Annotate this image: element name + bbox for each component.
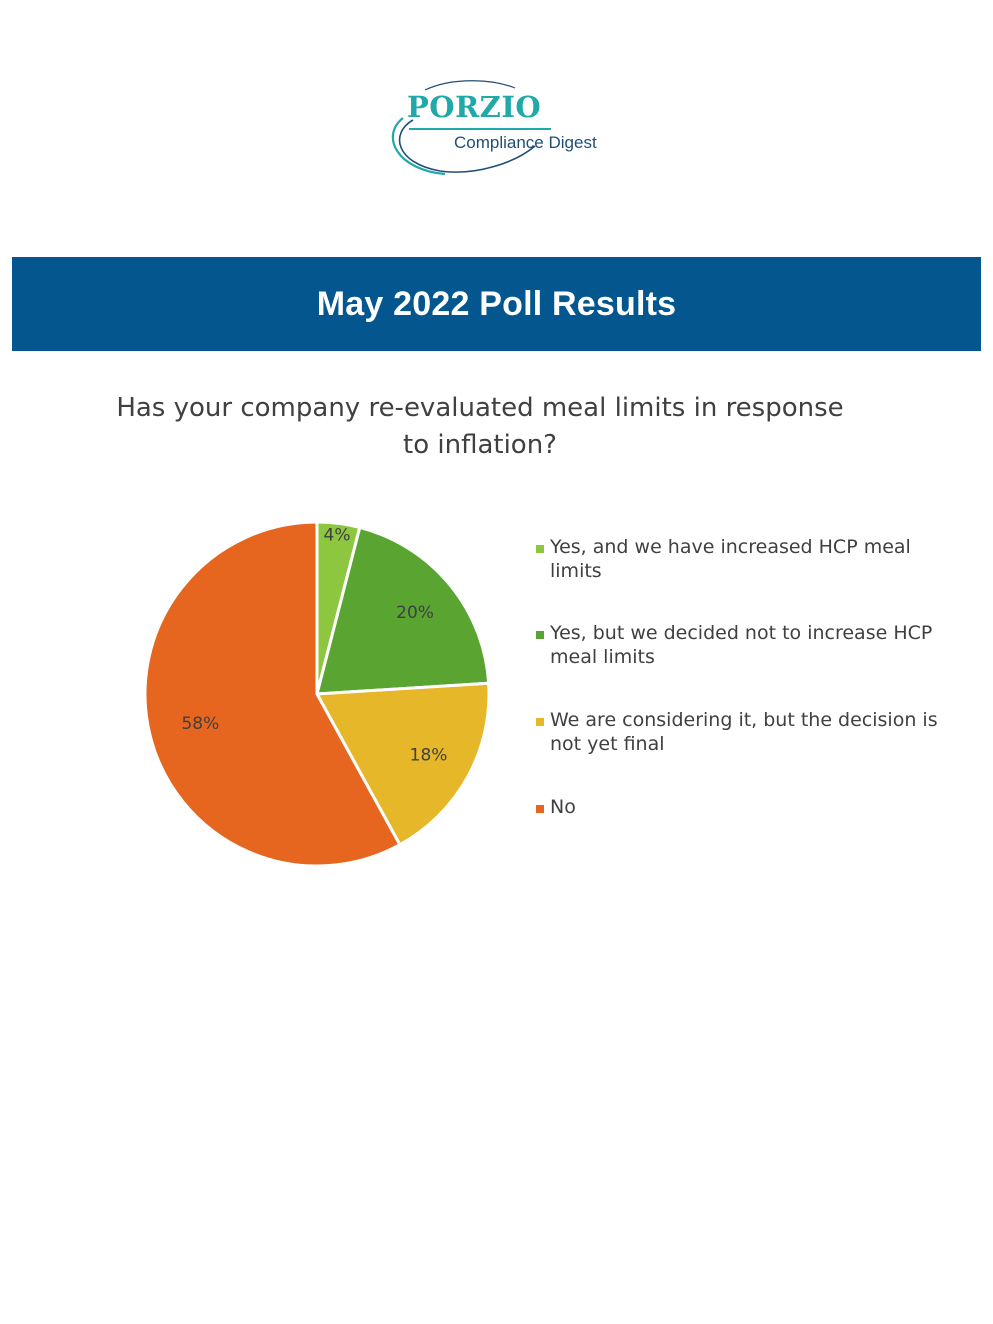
pie-chart: 4% 20% 18% 58% xyxy=(143,520,491,868)
legend-swatch xyxy=(536,805,544,813)
pie-slice xyxy=(143,520,402,868)
data-label: 4% xyxy=(324,525,351,545)
logo-rule xyxy=(409,128,551,130)
legend-label: We are considering it, but the decision … xyxy=(550,709,938,755)
data-label: 20% xyxy=(396,603,434,623)
legend-swatch xyxy=(536,545,544,553)
legend-label: Yes, and we have increased HCP meal limi… xyxy=(550,536,911,582)
legend-label: Yes, but we decided not to increase HCP … xyxy=(550,622,933,668)
legend-label: No xyxy=(550,796,576,818)
legend-swatch xyxy=(536,718,544,726)
pie-slice xyxy=(315,525,491,696)
logo-swoosh-icon xyxy=(391,80,536,176)
chart-title: Has your company re-evaluated meal limit… xyxy=(116,393,844,460)
data-label: 58% xyxy=(181,714,219,734)
porzio-logo: PORZIO Compliance Digest xyxy=(385,78,615,178)
pie-slice xyxy=(315,681,491,847)
title-banner: May 2022 Poll Results xyxy=(12,257,981,351)
legend-swatch xyxy=(536,631,544,639)
data-label: 18% xyxy=(410,745,448,765)
logo-subtitle: Compliance Digest xyxy=(454,133,597,152)
banner-title: May 2022 Poll Results xyxy=(316,284,677,323)
logo-name: PORZIO xyxy=(407,90,542,124)
